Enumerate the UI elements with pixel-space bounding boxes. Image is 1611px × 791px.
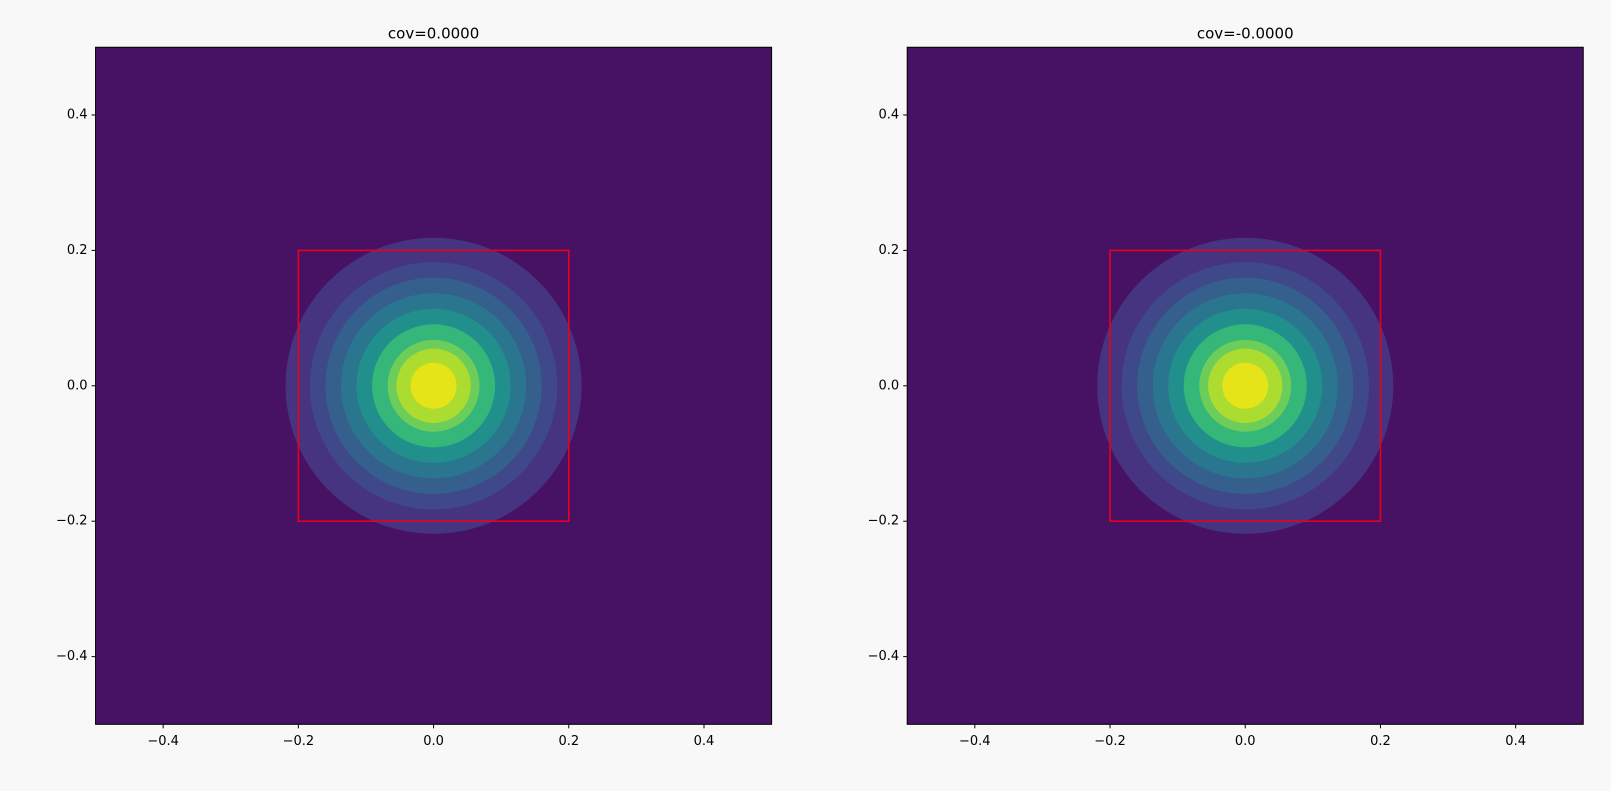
x-tick-label: 0.0: [1235, 734, 1256, 749]
contour-band: [1222, 362, 1269, 409]
y-tick-label: −0.2: [56, 514, 88, 529]
y-tick-label: 0.4: [67, 107, 88, 122]
x-tick-label: 0.4: [1505, 734, 1526, 749]
x-tick-label: 0.0: [423, 734, 444, 749]
x-tick-label: −0.4: [959, 734, 991, 749]
chart-title: cov=0.0000: [388, 24, 479, 42]
y-tick-label: −0.4: [868, 649, 900, 664]
x-tick-label: −0.2: [283, 734, 315, 749]
plot: −0.4 −0.2 0.0 0.2 0.4 −0.4 −0.2 0.0 0.2 0.4 cov=0.…: [56, 24, 773, 749]
y-tick-label: 0.2: [879, 243, 900, 258]
y-tick-label: −0.2: [868, 514, 900, 529]
x-tick-label: −0.4: [147, 734, 179, 749]
region-box: [297, 249, 570, 523]
y-tick-label: 0.4: [879, 107, 900, 122]
contour-band: [410, 362, 457, 409]
chart-title: cov=-0.0000: [1197, 24, 1294, 42]
y-tick-label: −0.4: [56, 649, 88, 664]
y-tick-label: 0.0: [67, 378, 88, 393]
x-tick-label: −0.2: [1094, 734, 1126, 749]
contours: [285, 237, 582, 534]
x-tick-label: 0.2: [1370, 734, 1391, 749]
plot: −0.4 −0.2 0.0 0.2 0.4 −0.4 −0.2 0.0 0.2 0.4 cov=-0…: [868, 24, 1584, 749]
y-tick-label: 0.0: [879, 378, 900, 393]
x-tick-label: 0.2: [558, 734, 579, 749]
y-tick-label: 0.2: [67, 243, 88, 258]
contours: [1097, 237, 1394, 534]
x-tick-label: 0.4: [694, 734, 715, 749]
region-box: [1109, 249, 1382, 523]
